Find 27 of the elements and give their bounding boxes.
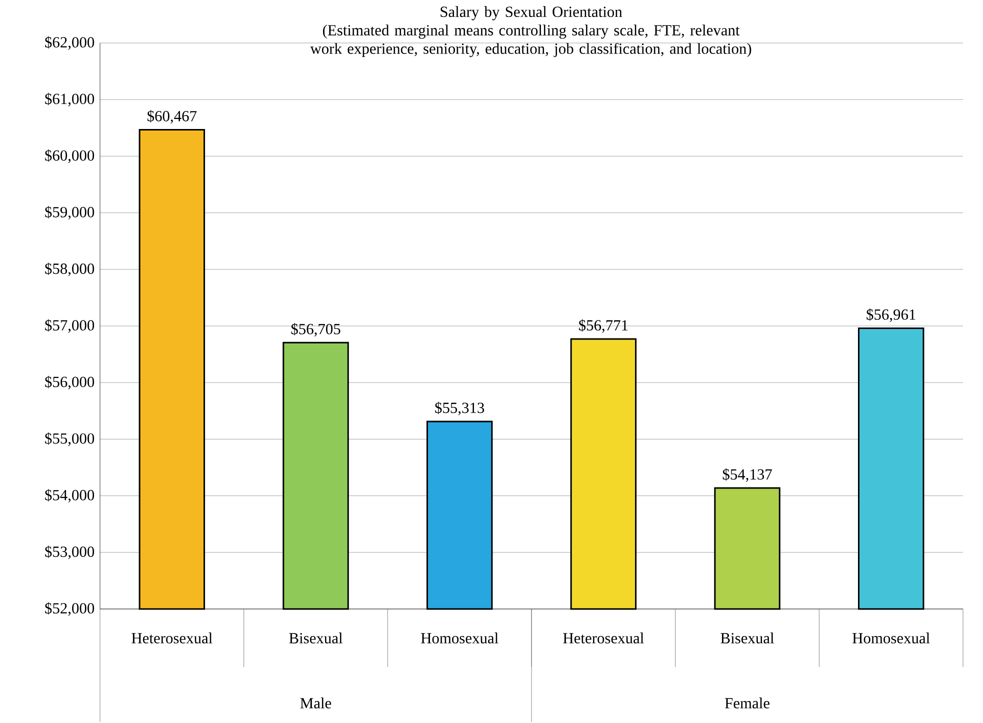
data-label: $60,467 bbox=[147, 110, 197, 124]
x-tick-label: Homosexual bbox=[852, 632, 930, 644]
y-tick-label: $57,000 bbox=[45, 319, 94, 333]
x-tick-label: Bisexual bbox=[720, 632, 774, 644]
y-tick-label: $62,000 bbox=[45, 36, 94, 50]
y-tick-label: $58,000 bbox=[45, 262, 94, 276]
data-label: $56,771 bbox=[578, 319, 628, 333]
y-tick-label: $56,000 bbox=[45, 376, 94, 390]
data-label: $54,137 bbox=[722, 468, 772, 482]
data-label: $56,961 bbox=[866, 308, 916, 322]
text: Female bbox=[724, 698, 770, 708]
y-tick-label: $60,000 bbox=[45, 149, 94, 163]
y-tick-label: $52,000 bbox=[45, 602, 94, 616]
chart-title: Salary by Sexual Orientation bbox=[440, 6, 622, 20]
y-tick-label: $53,000 bbox=[45, 546, 94, 560]
y-tick-label: $59,000 bbox=[45, 206, 94, 220]
x-tick-label: Heterosexual bbox=[563, 632, 644, 644]
x-tick-label: Heterosexual bbox=[132, 632, 212, 644]
x-tick-label: Bisexual bbox=[289, 632, 342, 644]
data-label: $55,313 bbox=[435, 402, 484, 416]
y-tick-label: $54,000 bbox=[45, 489, 94, 503]
x-tick-label: Homosexual bbox=[421, 632, 498, 644]
text: Male bbox=[300, 698, 332, 708]
chart-subtitle: (Estimated marginal means controlling salary scale, FTE, relevant work experience, seniority, education, job classification, and location) bbox=[310, 24, 752, 58]
y-tick-label: $55,000 bbox=[45, 432, 94, 446]
y-tick-label: $61,000 bbox=[45, 92, 94, 106]
data-label: $56,705 bbox=[291, 322, 340, 337]
